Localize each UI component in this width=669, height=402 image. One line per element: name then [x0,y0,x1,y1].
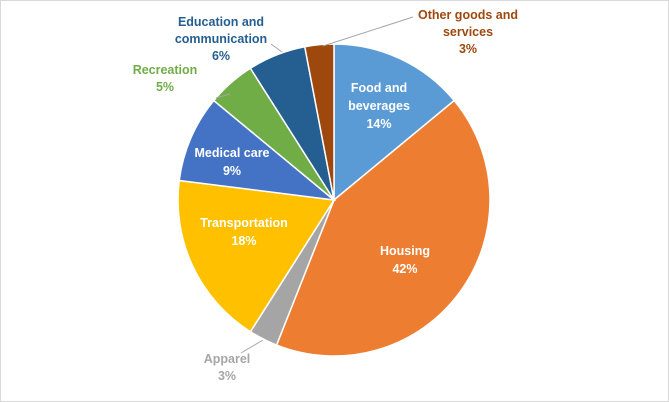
pie-slice-food-and-beverages [333,43,456,202]
slice-percent-housing: 42% [392,262,417,276]
slice-label-other-goods-and-services: Other goods and services 3% [418,8,518,56]
slice-percent-recreation: 5% [156,80,174,94]
leader-line-education-and-communication [270,43,283,53]
slice-percent-apparel: 3% [218,369,236,383]
pie-slice-other-goods-and-services [303,43,335,201]
slice-label-apparel: Apparel 3% [204,352,251,383]
slice-name-education-and-communication: communication [175,32,267,46]
slice-label-food-and-beverages: Food and beverages 14% [348,81,410,131]
slice-percent-education-and-communication: 6% [212,49,230,63]
slice-name-other-goods-and-services: services [443,25,493,39]
slice-name-apparel: Apparel [204,352,251,366]
leader-line-other-goods-and-services [322,16,414,47]
slice-percent-medical-care: 9% [223,164,241,178]
slice-name-housing: Housing [380,244,430,258]
pie-slice-transportation [177,179,336,333]
slice-name-medical-care: Medical care [194,146,269,160]
slice-label-housing: Housing 42% [380,244,430,276]
slice-name-transportation: Transportation [200,216,288,230]
pie-slice-housing [275,99,491,357]
slice-name-other-goods-and-services: Other goods and [418,8,518,22]
slice-percent-food-and-beverages: 14% [366,117,391,131]
slice-label-transportation: Transportation 18% [200,216,288,248]
slice-name-food-and-beverages: beverages [348,99,410,113]
slice-label-education-and-communication: Education and communication 6% [175,15,267,63]
slice-name-food-and-beverages: Food and [351,81,407,95]
slice-percent-transportation: 18% [231,234,256,248]
slice-name-education-and-communication: Education and [178,15,264,29]
leader-line-recreation [215,93,231,99]
slice-label-medical-care: Medical care 9% [194,146,269,178]
slice-label-recreation: Recreation 5% [133,63,198,94]
slice-name-recreation: Recreation [133,63,198,77]
leader-line-apparel [240,339,264,354]
slice-percent-other-goods-and-services: 3% [459,42,477,56]
pie-slice-medical-care [178,99,337,202]
